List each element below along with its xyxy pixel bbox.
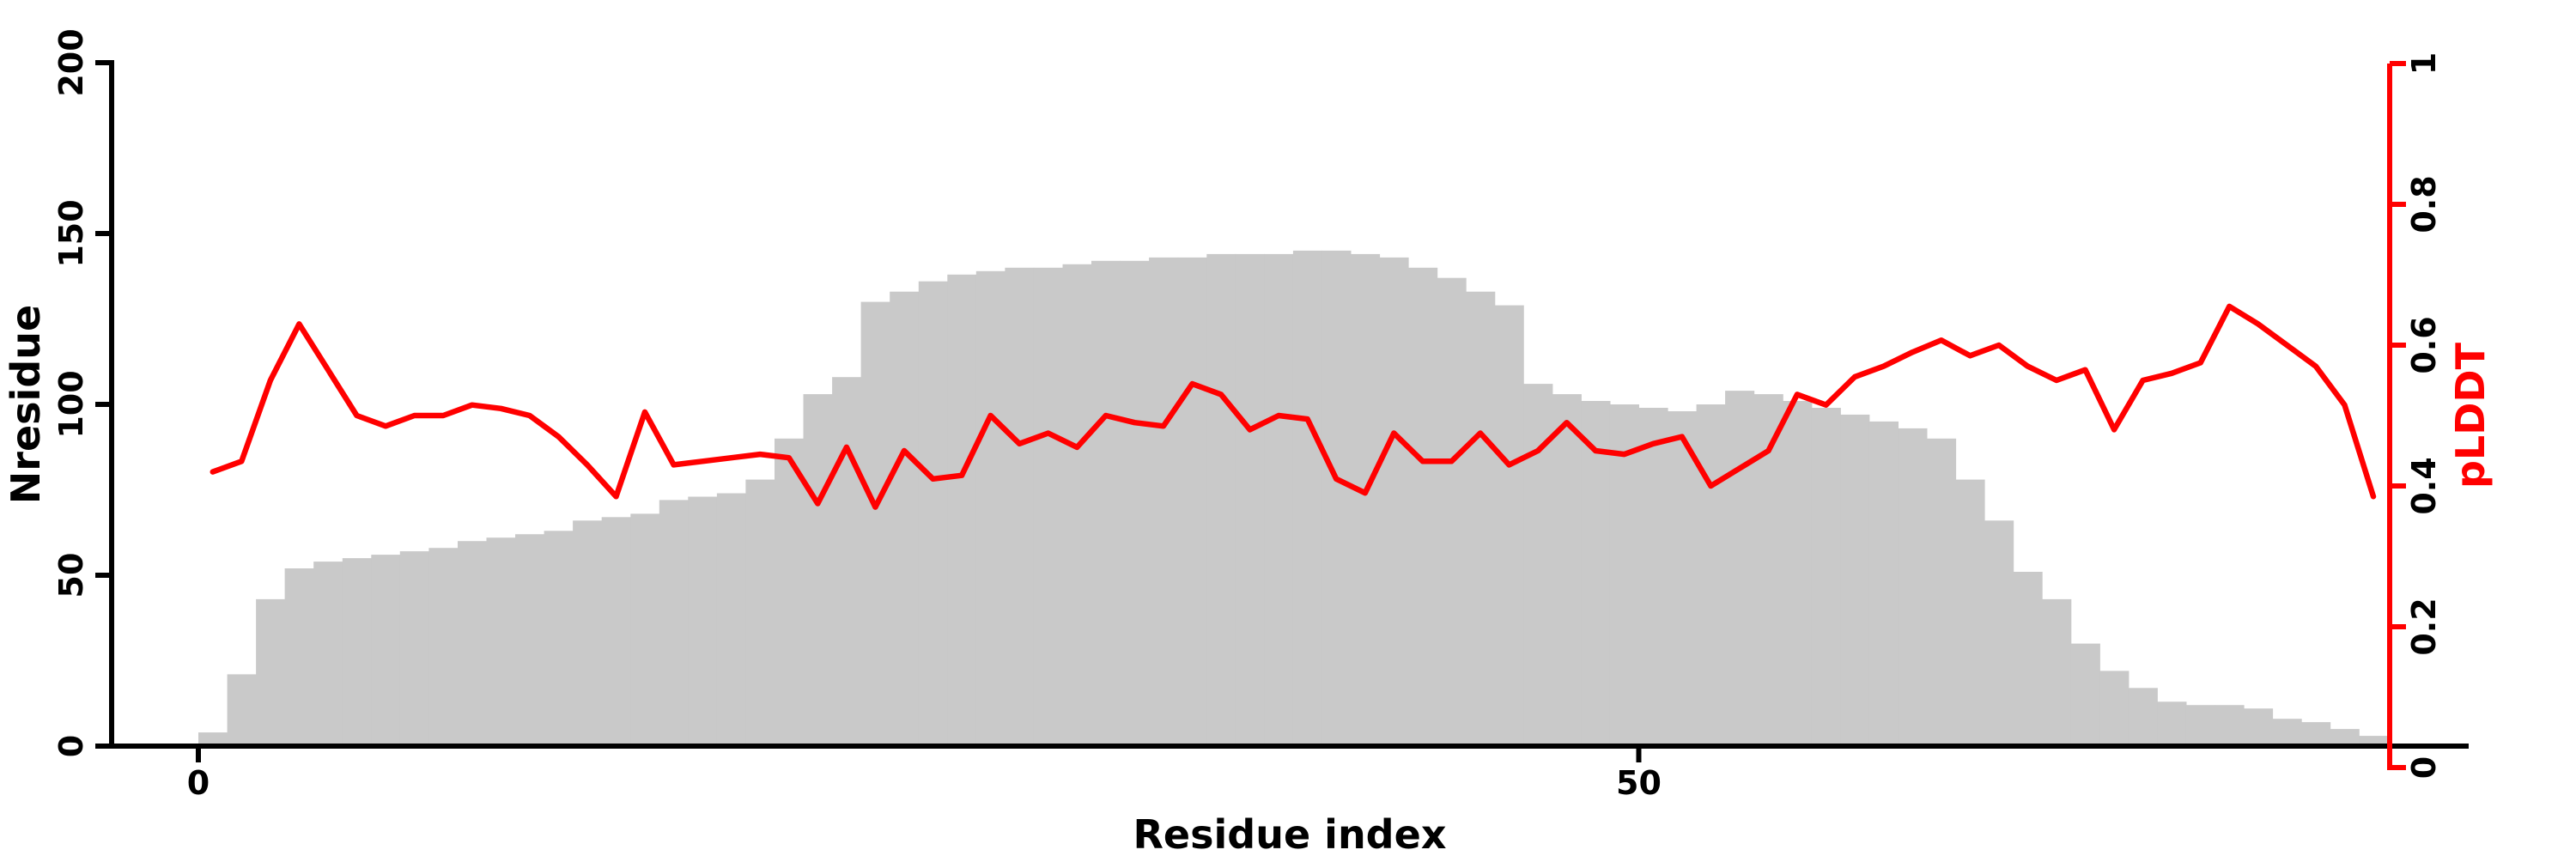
- bar: [1927, 438, 1957, 746]
- bar: [2244, 708, 2274, 746]
- bar: [1494, 305, 1524, 747]
- right-axis-tick-label: 0.4: [2405, 457, 2443, 514]
- bar: [1351, 253, 1381, 746]
- bar: [1264, 253, 1294, 746]
- axes: [95, 60, 2469, 770]
- bar: [1408, 267, 1438, 746]
- bar: [1437, 277, 1467, 746]
- right-axis-title: pLDDT: [2447, 342, 2494, 489]
- bar: [2157, 701, 2187, 746]
- bar: [544, 531, 574, 746]
- bar: [1898, 428, 1928, 746]
- bar: [1120, 260, 1150, 746]
- bar: [775, 438, 805, 746]
- left-axis-tick-label: 150: [52, 199, 90, 267]
- bar: [313, 562, 343, 746]
- bar: [745, 479, 775, 746]
- bar: [458, 541, 488, 746]
- bar: [1984, 520, 2014, 746]
- bar: [2359, 736, 2389, 746]
- bar: [1235, 253, 1265, 746]
- bar: [1868, 421, 1899, 746]
- bar: [1955, 479, 1985, 746]
- bar: [630, 513, 660, 746]
- bar: [2272, 719, 2302, 746]
- plddt-line-series: [210, 303, 2377, 510]
- bar: [1177, 257, 1207, 746]
- left-axis-tick-label: 0: [52, 735, 90, 757]
- bar: [716, 493, 746, 746]
- bar: [975, 270, 1005, 746]
- bar: [342, 558, 372, 746]
- x-axis-tick-label: 0: [187, 764, 210, 802]
- bar: [832, 377, 862, 746]
- bar: [2330, 729, 2360, 746]
- bar: [1379, 257, 1409, 746]
- left-axis-tick-label: 200: [52, 28, 90, 96]
- right-axis-tick-label: 0.8: [2405, 175, 2443, 233]
- bar: [890, 291, 920, 746]
- bar: [1783, 401, 1813, 746]
- bar: [1466, 291, 1496, 746]
- bar: [256, 598, 286, 746]
- bar: [1292, 250, 1322, 746]
- bar: [1638, 408, 1668, 746]
- bar: [486, 537, 516, 746]
- bar: [947, 274, 977, 746]
- bar: [2185, 705, 2215, 746]
- bar: [1149, 257, 1179, 746]
- bar: [1321, 250, 1352, 746]
- plddt-line: [210, 303, 2377, 510]
- bar: [803, 394, 833, 746]
- bar: [2215, 705, 2245, 746]
- right-axis-tick-label: 1: [2405, 52, 2443, 75]
- bar-series: [198, 250, 2389, 747]
- bar: [399, 551, 429, 746]
- bar: [1725, 391, 1755, 746]
- right-axis-tick-label: 0.6: [2405, 316, 2443, 373]
- bar: [1668, 411, 1698, 746]
- bar: [1091, 260, 1121, 746]
- bar: [2013, 572, 2043, 746]
- bar: [1581, 401, 1611, 746]
- bar: [860, 301, 890, 747]
- right-axis-tick-label: 0: [2405, 756, 2443, 779]
- bar: [2128, 688, 2158, 746]
- bar: [688, 496, 718, 746]
- bar: [659, 500, 689, 746]
- bar: [1062, 264, 1092, 746]
- tick-labels: 0 50 100 150 200 0 50 0 0.2 0.4 0.6 0.8 1: [52, 28, 2443, 802]
- bar: [1552, 394, 1582, 746]
- bar: [1609, 404, 1639, 746]
- bar: [918, 281, 948, 746]
- bar: [227, 674, 257, 746]
- bar: [1840, 414, 1870, 746]
- bar: [2301, 722, 2331, 746]
- bar: [1811, 408, 1841, 746]
- left-axis-tick-label: 50: [52, 553, 90, 598]
- bar: [515, 534, 545, 746]
- left-axis-tick-label: 100: [52, 370, 90, 438]
- bar: [1206, 253, 1236, 746]
- left-axis-title: Nresidue: [3, 305, 49, 504]
- bar: [601, 517, 631, 746]
- bar: [573, 520, 603, 746]
- x-axis-tick-label: 50: [1616, 764, 1662, 802]
- bar: [1033, 267, 1063, 746]
- bar: [2070, 643, 2100, 746]
- bar: [428, 548, 459, 746]
- right-axis-tick-label: 0.2: [2405, 598, 2443, 655]
- bar: [2042, 598, 2072, 746]
- bar: [284, 568, 314, 746]
- x-axis-title: Residue index: [1133, 811, 1447, 858]
- bar: [198, 732, 228, 746]
- bar: [1696, 404, 1726, 746]
- bar: [371, 555, 401, 746]
- bar: [2099, 671, 2129, 746]
- bar: [1005, 267, 1035, 746]
